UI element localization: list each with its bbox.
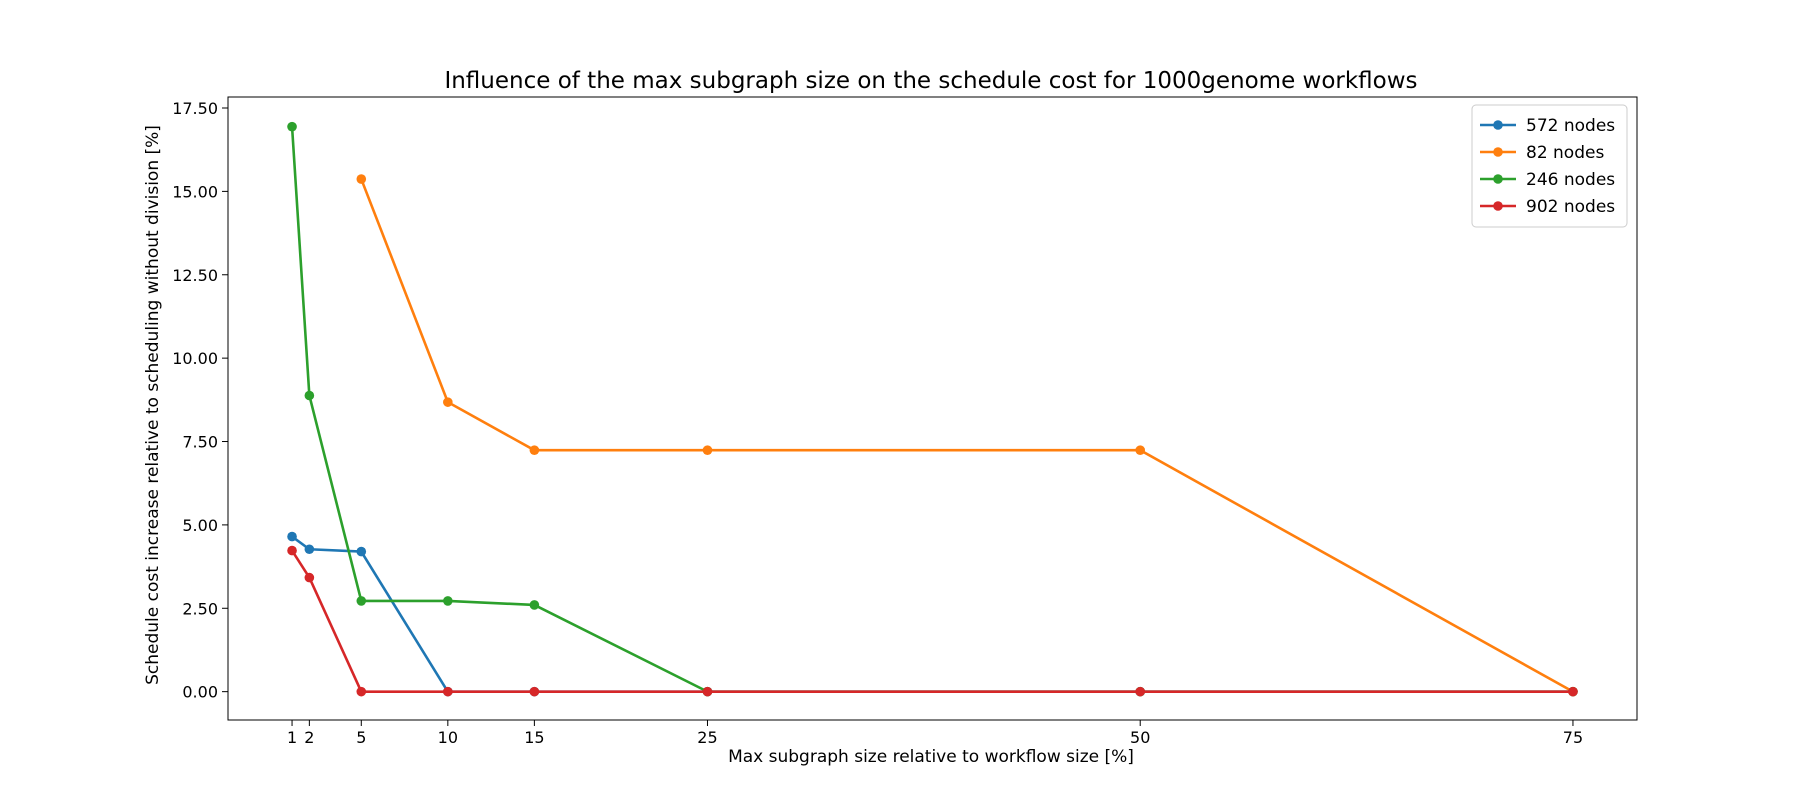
x-tick-label: 75	[1563, 728, 1583, 747]
data-point	[1135, 445, 1146, 455]
x-axis: 1 2 5 10 15 25 50 75	[287, 720, 1583, 747]
legend-item: 902 nodes	[1480, 197, 1615, 217]
x-tick-label: 1	[287, 728, 297, 747]
x-tick-label: 10	[438, 728, 458, 747]
y-tick-label: 15.00	[172, 182, 218, 201]
x-tick-label: 25	[697, 728, 717, 747]
legend-label: 902 nodes	[1526, 197, 1615, 217]
legend-label: 572 nodes	[1526, 116, 1615, 136]
legend: 572 nodes 82 nodes 246 nodes 902 nodes	[1471, 104, 1628, 228]
x-tick-label: 50	[1130, 728, 1150, 747]
legend-marker	[1493, 174, 1503, 184]
data-point	[304, 390, 315, 401]
legend-label: 82 nodes	[1526, 143, 1604, 163]
y-tick-label: 2.50	[182, 599, 218, 618]
x-tick-label: 2	[304, 728, 314, 747]
x-tick-label: 5	[356, 728, 366, 747]
series-3	[287, 545, 1578, 697]
y-axis: 0.00 2.50 5.00 7.50 10.00 12.50 15.00 17.50	[172, 99, 228, 702]
data-point	[443, 596, 453, 606]
data-point	[356, 546, 367, 557]
legend-marker	[1493, 201, 1503, 211]
legend-item: 246 nodes	[1480, 170, 1615, 190]
data-point	[356, 596, 367, 606]
y-tick-label: 17.50	[172, 99, 218, 118]
plot-area	[227, 96, 1638, 721]
data-point	[287, 121, 297, 132]
y-tick-label: 0.00	[182, 683, 218, 702]
y-tick-label: 5.00	[182, 516, 218, 535]
data-point	[529, 445, 540, 455]
x-axis-label: Max subgraph size relative to workflow s…	[728, 747, 1134, 767]
series-line	[290, 549, 1573, 693]
data-point	[356, 174, 367, 184]
chart-title: Influence of the max subgraph size on th…	[444, 68, 1417, 94]
y-tick-label: 12.50	[172, 266, 218, 285]
legend-label: 246 nodes	[1526, 170, 1615, 190]
y-tick-label: 7.50	[182, 433, 218, 452]
y-axis-label: Schedule cost increase relative to sched…	[143, 125, 163, 685]
data-point	[1135, 686, 1146, 697]
legend-box	[1471, 104, 1628, 228]
x-tick-label: 15	[524, 728, 544, 747]
data-point	[287, 545, 297, 556]
legend-marker	[1493, 120, 1503, 130]
data-point	[702, 445, 713, 455]
data-point	[304, 572, 315, 583]
data-point	[443, 686, 453, 697]
data-point	[356, 686, 367, 697]
legend-item: 572 nodes	[1480, 116, 1615, 136]
data-point	[443, 397, 453, 407]
legend-marker	[1493, 147, 1503, 157]
series-line	[360, 178, 1574, 693]
data-point	[529, 600, 540, 610]
y-tick-label: 10.00	[172, 349, 218, 368]
legend-item: 82 nodes	[1480, 143, 1604, 163]
data-point	[287, 531, 297, 542]
plot-frame	[227, 96, 1638, 721]
data-point	[304, 544, 315, 555]
data-point	[702, 686, 713, 697]
data-point	[1568, 686, 1578, 697]
data-point	[529, 686, 540, 697]
